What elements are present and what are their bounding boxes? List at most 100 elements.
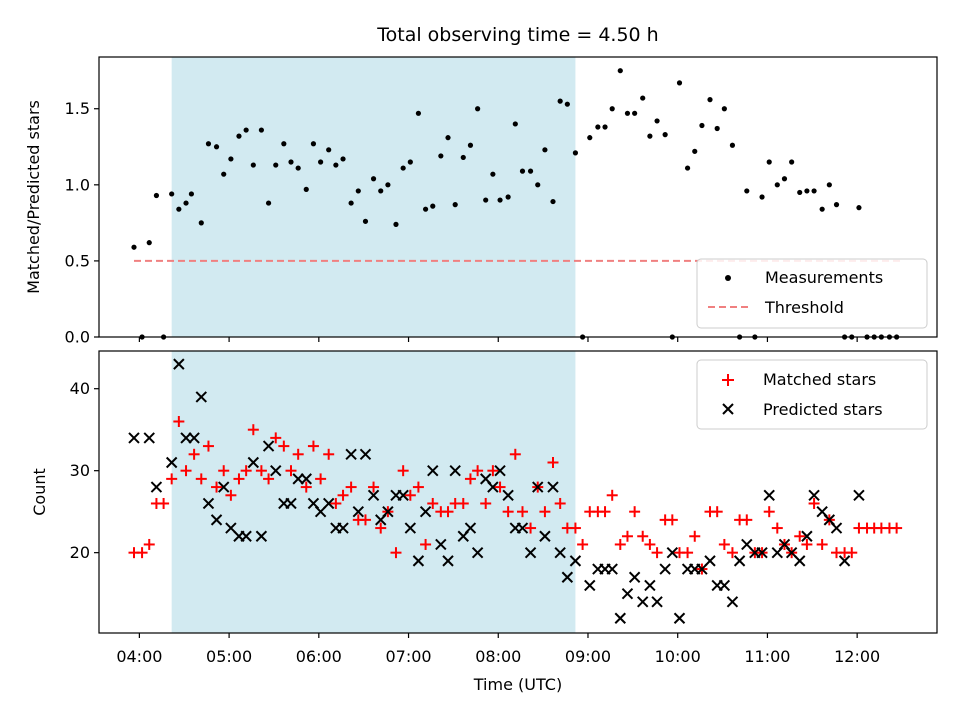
matched-stars-point xyxy=(741,514,753,526)
matched-stars-point xyxy=(247,424,259,436)
ratio-panel: 0.0 0.5 1.0 1.5 Matched/Predicted stars Mea… xyxy=(24,56,938,347)
measurement-point xyxy=(572,150,579,156)
measurement-point xyxy=(243,127,249,133)
matched-stars-point xyxy=(307,440,319,452)
count-panel-y-tick-label: 30 xyxy=(70,461,90,480)
matched-stars-point xyxy=(292,448,304,460)
predicted-stars-point xyxy=(838,555,851,567)
measurement-point xyxy=(265,200,272,206)
measurement-point xyxy=(564,101,570,107)
predicted-stars-point xyxy=(419,505,432,518)
matched-stars-point xyxy=(180,465,192,477)
predicted-stars-point xyxy=(300,473,312,485)
predicted-stars-point xyxy=(270,464,282,477)
measurement-point xyxy=(647,133,653,139)
measurement-point xyxy=(188,191,195,197)
matched-stars-point xyxy=(158,497,170,509)
measurement-point xyxy=(692,148,698,154)
matched-stars-point xyxy=(442,506,454,518)
matched-stars-point xyxy=(472,465,484,477)
predicted-stars-point xyxy=(359,448,372,460)
matched-stars-point xyxy=(427,497,439,509)
measurement-point xyxy=(378,188,384,194)
measurement-point xyxy=(333,162,339,168)
matched-stars-point xyxy=(345,481,357,493)
predicted-stars-point xyxy=(704,555,716,567)
predicted-stars-point xyxy=(830,522,843,534)
measurement-point xyxy=(169,191,175,197)
measurement-point xyxy=(609,106,615,112)
predicted-stars-point xyxy=(547,481,559,493)
predicted-stars-point xyxy=(143,432,155,444)
predicted-stars-point xyxy=(128,432,140,444)
measurement-point xyxy=(310,141,317,147)
measurement-point xyxy=(826,182,832,188)
predicted-stars-point xyxy=(561,571,574,583)
measurement-point xyxy=(407,159,413,165)
matched-stars-point xyxy=(300,481,312,493)
predicted-stars-point xyxy=(218,481,230,493)
x-tick-label: 04:00 xyxy=(116,647,162,666)
matched-stars-point xyxy=(577,538,589,550)
predicted-stars-point xyxy=(763,489,775,501)
matched-stars-point xyxy=(651,547,663,559)
predicted-stars-point xyxy=(606,563,618,575)
measurement-point xyxy=(438,153,444,159)
predicted-stars-point xyxy=(628,571,641,583)
measurement-point xyxy=(707,97,713,103)
predicted-stars-point xyxy=(539,530,551,542)
matched-stars-point xyxy=(263,473,275,485)
measurement-point xyxy=(236,133,242,139)
matched-stars-point xyxy=(359,514,371,526)
x-tick-label: 06:00 xyxy=(296,647,342,666)
matched-stars-point xyxy=(368,481,380,493)
predicted-stars-point xyxy=(322,497,335,510)
predicted-stars-point xyxy=(853,489,865,501)
matched-stars-point xyxy=(225,489,237,501)
measurement-point xyxy=(662,132,668,138)
predicted-stars-point xyxy=(442,555,454,567)
predicted-stars-point xyxy=(471,546,484,559)
legend-predicted-label: Predicted stars xyxy=(763,400,883,419)
measurement-point xyxy=(550,198,556,205)
measurement-point xyxy=(490,171,496,177)
matched-stars-point xyxy=(240,465,252,477)
measurement-point xyxy=(258,127,264,133)
measurement-point xyxy=(445,135,451,141)
measurement-point xyxy=(273,162,279,168)
measurement-point xyxy=(602,124,608,130)
matched-stars-point xyxy=(397,465,409,477)
measurement-point xyxy=(640,95,646,101)
x-tick-label: 12:00 xyxy=(834,647,880,666)
predicted-stars-point xyxy=(367,489,380,501)
predicted-stars-point xyxy=(726,596,739,608)
count-panel-y-axis: 20 30 40 xyxy=(70,379,99,562)
matched-stars-point xyxy=(891,522,903,534)
count-panel-y-tick-label: 20 xyxy=(70,543,90,562)
measurement-point xyxy=(654,118,660,124)
matched-stars-point xyxy=(614,538,626,550)
measurement-point xyxy=(512,121,518,127)
matched-stars-point xyxy=(554,497,566,509)
predicted-stars-point xyxy=(502,489,514,501)
legend-measurements-label: Measurements xyxy=(765,268,883,287)
predicted-stars-point xyxy=(435,538,447,551)
matched-stars-point xyxy=(569,522,581,534)
matched-stars-point xyxy=(644,538,656,550)
matched-stars-point xyxy=(629,506,641,518)
measurement-point xyxy=(176,206,182,212)
matched-stars-point xyxy=(390,547,402,559)
matched-stars-point xyxy=(794,530,806,542)
matched-stars-point xyxy=(464,473,476,485)
measurement-point xyxy=(505,194,511,200)
matched-stars-point xyxy=(375,522,387,534)
matched-stars-point xyxy=(808,497,820,509)
matched-stars-point xyxy=(539,506,551,518)
x-tick-label: 09:00 xyxy=(565,647,611,666)
predicted-stars-point xyxy=(614,612,626,624)
matched-stars-point xyxy=(270,432,282,444)
predicted-stars-point xyxy=(464,522,477,534)
measurement-point xyxy=(146,240,152,246)
count-panel: 20 30 40 04:00 05:00 06:00 07:00 08:00 09:00 10:… xyxy=(30,350,938,694)
predicted-stars-point xyxy=(554,546,566,559)
